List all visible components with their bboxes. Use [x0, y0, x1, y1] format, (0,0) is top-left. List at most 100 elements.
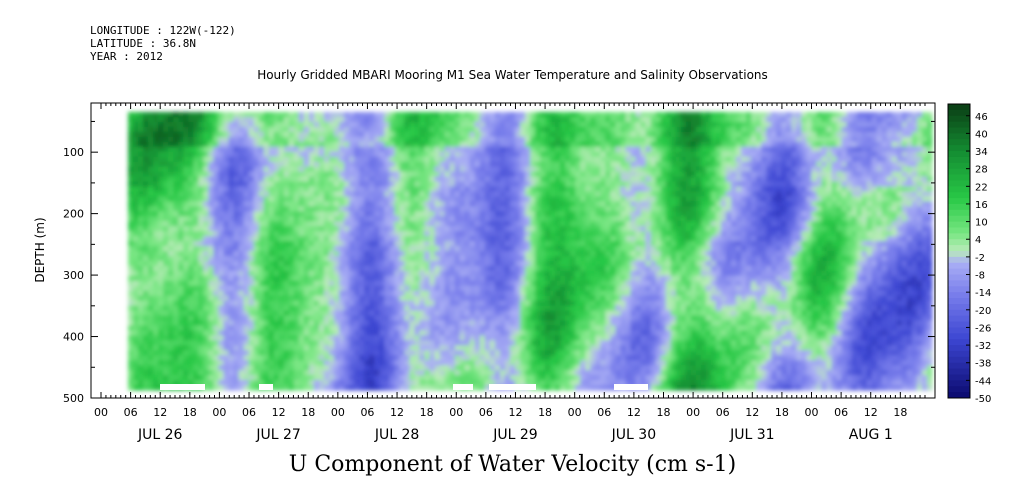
- metadata-block: LONGITUDE : 122W(-122) LATITUDE : 36.8N …: [90, 24, 236, 63]
- y-tick-label: 200: [63, 208, 84, 221]
- x-hour-tick-label: 06: [597, 406, 611, 419]
- x-hour-tick-label: 00: [805, 406, 819, 419]
- x-hour-tick-label: 12: [390, 406, 404, 419]
- y-tick-label: 400: [63, 331, 84, 344]
- x-hour-tick-label: 12: [508, 406, 522, 419]
- variable-title: U Component of Water Velocity (cm s-1): [288, 452, 737, 477]
- x-day-label: JUL 26: [137, 427, 183, 443]
- colorbar-swatch: [948, 221, 970, 228]
- data-gap: [614, 384, 648, 390]
- colorbar-swatch: [948, 251, 970, 258]
- colorbar-label: 40: [975, 129, 988, 140]
- colorbar-swatch: [948, 362, 970, 370]
- x-hour-tick-label: 12: [864, 406, 878, 419]
- year-label: YEAR : 2012: [90, 50, 163, 63]
- colorbar-label: 4: [975, 235, 981, 246]
- x-hour-tick-label: 06: [479, 406, 493, 419]
- colorbar-label: -38: [975, 359, 991, 370]
- colorbar-label: -44: [975, 376, 991, 387]
- y-tick-label: 300: [63, 269, 84, 282]
- colorbar-swatch: [948, 151, 970, 158]
- x-hour-tick-label: 06: [716, 406, 730, 419]
- velocity-field: [128, 112, 933, 391]
- colorbar-label: -20: [975, 306, 991, 317]
- colorbar-swatch: [948, 209, 970, 217]
- colorbar-swatch: [948, 215, 970, 223]
- y-axis-label: DEPTH (m): [33, 217, 47, 282]
- colorbar-swatch: [948, 121, 970, 129]
- plot-frame: [90, 102, 936, 399]
- colorbar-swatch: [948, 350, 970, 358]
- colorbar-swatch: [948, 162, 970, 170]
- x-hour-tick-label: 18: [301, 406, 315, 419]
- x-hour-tick-label: 18: [183, 406, 197, 419]
- x-hour-tick-label: 18: [775, 406, 789, 419]
- colorbar-swatch: [948, 374, 970, 381]
- colorbar-swatch: [948, 262, 970, 270]
- x-hour-tick-label: 00: [449, 406, 463, 419]
- colorbar-swatch: [948, 168, 970, 176]
- colorbar-swatch: [948, 368, 970, 375]
- colorbar-swatch: [948, 256, 970, 264]
- x-hour-tick-label: 00: [212, 406, 226, 419]
- data-gap: [160, 384, 205, 390]
- colorbar-label: 16: [975, 200, 988, 211]
- colorbar-swatch: [948, 198, 970, 205]
- longitude-label: LONGITUDE : 122W(-122): [90, 24, 236, 37]
- colorbar-label: -32: [975, 341, 991, 352]
- colorbar-swatch: [948, 245, 970, 252]
- colorbar-swatch: [948, 145, 970, 152]
- colorbar-swatch: [948, 139, 970, 146]
- x-hour-tick-label: 12: [153, 406, 167, 419]
- colorbar-label: 28: [975, 165, 988, 176]
- colorbar-swatch: [948, 127, 970, 134]
- x-day-label: JUL 29: [492, 427, 537, 443]
- colorbar-swatch: [948, 233, 970, 240]
- heatmap-field: [91, 103, 935, 398]
- colorbar-swatch: [948, 239, 970, 246]
- colorbar-swatch: [948, 274, 970, 281]
- x-hour-tick-label: 00: [331, 406, 345, 419]
- colorbar-swatch: [948, 303, 970, 311]
- colorbar-swatch: [948, 268, 970, 276]
- colorbar-swatch: [948, 298, 970, 305]
- x-hour-tick-label: 18: [420, 406, 434, 419]
- x-hour-tick-label: 12: [745, 406, 759, 419]
- colorbar-label: 22: [975, 182, 988, 193]
- y-tick-label: 500: [63, 392, 84, 405]
- latitude-label: LATITUDE : 36.8N: [90, 37, 196, 50]
- colorbar-swatch: [948, 109, 970, 117]
- chart-title: Hourly Gridded MBARI Mooring M1 Sea Wate…: [257, 68, 768, 82]
- colorbar-swatch: [948, 292, 970, 299]
- colorbar-label: 46: [975, 112, 988, 123]
- colorbar-swatch: [948, 203, 970, 211]
- colorbar-swatch: [948, 192, 970, 199]
- x-hour-tick-label: 00: [686, 406, 700, 419]
- colorbar-label: -2: [975, 253, 985, 264]
- colorbar-swatch: [948, 174, 970, 181]
- colorbar-swatch: [948, 392, 970, 399]
- colorbar-swatch: [948, 386, 970, 393]
- colorbar-swatch: [948, 356, 970, 364]
- colorbar-swatch: [948, 315, 970, 323]
- x-hour-tick-label: 18: [538, 406, 552, 419]
- colorbar-label: 34: [975, 147, 988, 158]
- x-hour-tick-label: 18: [893, 406, 907, 419]
- colorbar-swatch: [948, 345, 970, 352]
- colorbar-swatch: [948, 186, 970, 193]
- colorbar-label: -8: [975, 271, 985, 282]
- data-gap: [489, 384, 536, 390]
- colorbar-label: -26: [975, 323, 991, 334]
- colorbar: 46 40 34 28 22 16 10 4 -2 -8 -14 -20 -26 -32 -38 -44 -50: [947, 103, 991, 405]
- colorbar-swatch: [948, 227, 970, 234]
- colorbar-label: 10: [975, 218, 988, 229]
- colorbar-swatch: [948, 115, 970, 123]
- colorbar-swatch: [948, 104, 970, 111]
- x-hour-tick-label: 06: [834, 406, 848, 419]
- y-tick-label: 100: [63, 146, 84, 159]
- colorbar-swatch: [948, 180, 970, 187]
- colorbar-swatch: [948, 133, 970, 140]
- colorbar-swatch: [948, 309, 970, 317]
- colorbar-label: -14: [975, 288, 991, 299]
